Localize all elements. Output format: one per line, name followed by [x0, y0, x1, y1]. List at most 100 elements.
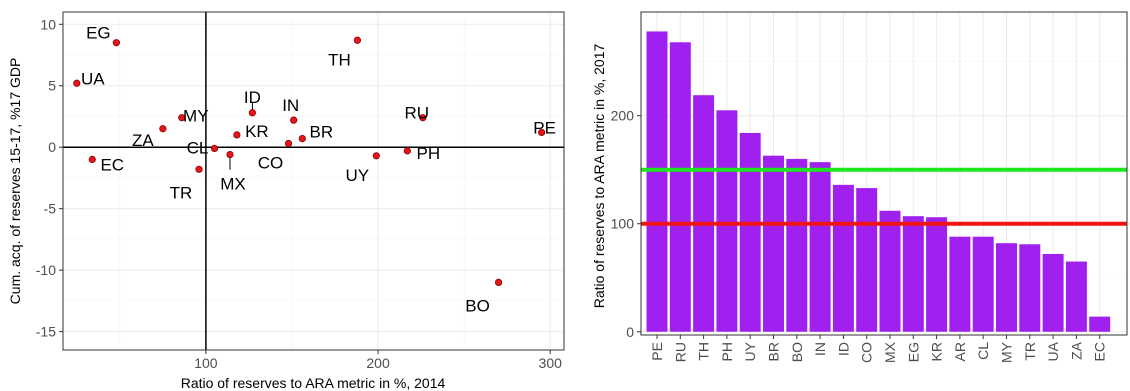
scatter-points: [73, 36, 546, 286]
bar-ticks: 0 100 200 PE RU TH PH UY BR BO IN ID CO MX EG KR AR CL MY T…: [611, 108, 1108, 363]
bar-x-tick-label-tr: TR: [1022, 342, 1038, 361]
bar-ec: [1089, 316, 1111, 332]
bar-x-tick-label-ua: UA: [1045, 341, 1061, 361]
scatter-point-label-ph: PH: [417, 144, 441, 163]
bar-ua: [1042, 253, 1064, 332]
bar-bo: [786, 158, 808, 332]
scatter-point-label-br: BR: [309, 123, 333, 142]
scatter-ticks: 100 200 300 -15 -10 -5 0 5 10: [36, 16, 562, 371]
bars: [646, 31, 1111, 332]
bar-ar: [949, 236, 971, 332]
scatter-point-bo: [494, 278, 503, 286]
bar-th: [693, 95, 715, 332]
bar-mx: [879, 210, 901, 332]
scatter-panel: EG UA TH MY ZA EC CL TR MX ID KR IN BR CO RU PH UY PE BO 1…: [7, 11, 565, 391]
scatter-y-axis-title: Cum. acq. of reserves 15-17, %17 GDP: [7, 58, 23, 305]
bar-my: [996, 243, 1017, 332]
bar-x-tick-label-th: TH: [696, 342, 712, 361]
scatter-point-ru: [419, 114, 427, 122]
bar-x-tick-label-cl: CL: [975, 342, 991, 360]
bar-x-tick-label-id: ID: [835, 342, 851, 356]
scatter-point-label-za: ZA: [132, 131, 154, 150]
bar-x-tick-label-br: BR: [766, 342, 782, 361]
scatter-x-tick-label: 100: [194, 355, 218, 371]
bar-cl: [972, 236, 994, 332]
scatter-point-tr: [195, 165, 203, 173]
scatter-y-tick-label: 5: [48, 78, 56, 94]
scatter-point-th: [353, 36, 362, 44]
bar-tr: [1019, 244, 1041, 332]
scatter-point-label-ua: UA: [81, 69, 105, 88]
bar-x-tick-label-ru: RU: [672, 342, 688, 362]
scatter-point-label-ec: EC: [100, 155, 124, 174]
bar-x-tick-label-uy: UY: [742, 341, 758, 361]
scatter-plot-background: [63, 12, 564, 350]
bar-br: [763, 155, 784, 332]
scatter-point-label-in: IN: [282, 96, 299, 115]
scatter-y-tick-label: 0: [48, 139, 56, 155]
scatter-point-label-ru: RU: [405, 104, 430, 123]
scatter-point-pe: [538, 128, 546, 137]
bar-ru: [669, 42, 691, 332]
bar-x-tick-label-mx: MX: [882, 341, 898, 363]
scatter-point-label-id: ID: [244, 88, 261, 107]
scatter-point-label-kr: KR: [245, 122, 269, 141]
bar-pe: [646, 31, 668, 332]
scatter-point-za: [159, 125, 167, 133]
bar-x-tick-label-co: CO: [859, 342, 875, 363]
bar-x-tick-label-in: IN: [812, 342, 828, 356]
bar-kr: [926, 217, 948, 332]
scatter-point-ph: [403, 147, 411, 155]
scatter-point-ua: [73, 79, 81, 87]
bar-y-axis-title: Ratio of reserves to ARA metric in %, 20…: [591, 44, 607, 309]
bar-in: [809, 162, 831, 332]
bar-uy: [739, 132, 761, 332]
bar-x-tick-label-my: MY: [999, 341, 1015, 363]
bar-panel-border: [640, 11, 1128, 336]
scatter-point-ec: [88, 155, 96, 164]
bar-reference-lines: [641, 167, 1127, 226]
bar-y-tick-label: 200: [611, 108, 635, 124]
scatter-point-eg: [112, 39, 120, 47]
bar-x-tick-label-ph: PH: [719, 342, 735, 361]
scatter-point-label-my: MY: [183, 107, 209, 126]
scatter-point-label-eg: EG: [86, 24, 111, 43]
scatter-point-label-pe: PE: [533, 118, 556, 137]
scatter-point-in: [290, 116, 298, 124]
scatter-point-label-cl: CL: [187, 138, 209, 157]
scatter-point-mx: [226, 150, 234, 159]
scatter-point-co: [284, 139, 293, 148]
bar-x-tick-label-pe: PE: [649, 342, 665, 361]
bar-co: [856, 188, 878, 332]
bar-x-tick-label-ec: EC: [1092, 342, 1108, 361]
scatter-panel-border: [62, 11, 565, 351]
scatter-y-tick-label: -5: [44, 201, 57, 217]
scatter-point-label-uy: UY: [346, 166, 370, 185]
bar-x-tick-label-ar: AR: [952, 342, 968, 361]
scatter-point-label-th: TH: [328, 50, 351, 69]
scatter-point-my: [178, 114, 186, 122]
bar-za: [1065, 261, 1087, 332]
scatter-y-tick-label: -15: [36, 324, 56, 340]
bar-x-tick-label-bo: BO: [789, 342, 805, 362]
scatter-point-label-mx: MX: [220, 175, 246, 194]
scatter-point-labels: EG UA TH MY ZA EC CL TR MX ID KR IN BR CO RU PH UY PE BO: [81, 24, 556, 316]
scatter-point-cl: [210, 144, 219, 153]
scatter-x-tick-label: 200: [366, 355, 390, 371]
scatter-x-tick-label: 300: [539, 355, 563, 371]
scatter-point-uy: [372, 152, 380, 160]
bar-x-tick-label-eg: EG: [905, 342, 921, 362]
scatter-point-kr: [233, 131, 241, 139]
bar-panel: 0 100 200 PE RU TH PH UY BR BO IN ID CO MX EG KR AR CL MY T…: [591, 11, 1128, 363]
bar-x-tick-label-kr: KR: [929, 342, 945, 361]
bar-ph: [716, 110, 738, 332]
scatter-point-br: [298, 134, 306, 143]
scatter-x-axis-title: Ratio of reserves to ARA metric in %, 20…: [181, 375, 446, 391]
scatter-point-label-co: CO: [258, 154, 284, 173]
bar-eg: [902, 216, 924, 332]
scatter-y-tick-label: -10: [36, 262, 56, 278]
bar-id: [832, 184, 854, 332]
bar-y-tick-label: 0: [626, 324, 634, 340]
scatter-point-label-tr: TR: [170, 183, 193, 202]
